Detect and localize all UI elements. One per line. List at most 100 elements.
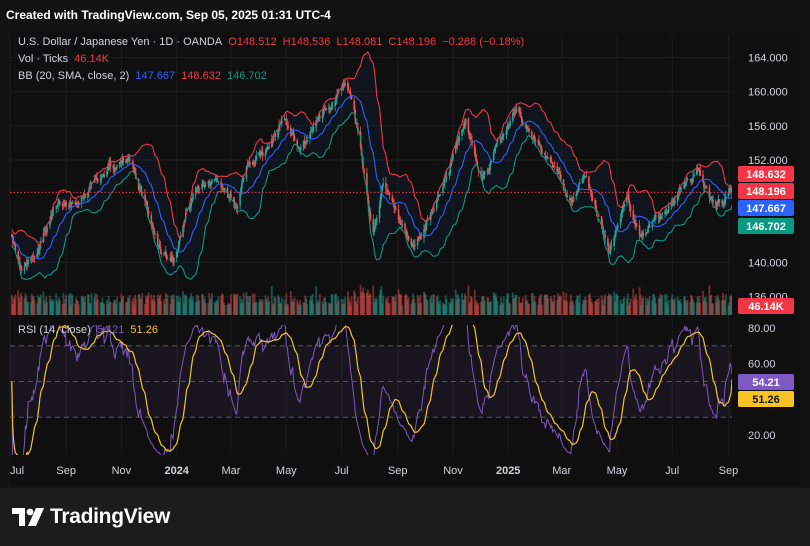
candle-body [577, 191, 579, 192]
price-tick-label: 164.000 [748, 53, 788, 65]
volume-bar [90, 293, 93, 315]
candle-body [348, 89, 350, 92]
candle-body [436, 196, 439, 202]
volume-bar [597, 297, 600, 315]
volume-bar [670, 298, 673, 315]
volume-bar [44, 303, 47, 315]
volume-bar [248, 295, 251, 315]
chart-panel[interactable] [10, 31, 800, 486]
volume-bar [83, 301, 86, 315]
volume-bar [665, 293, 668, 315]
volume-bar [317, 299, 319, 315]
volume-bar [414, 302, 416, 315]
volume-bar [432, 294, 434, 315]
candle-body [99, 178, 102, 181]
bb-basis-badge-box [738, 200, 794, 216]
candle-body [424, 228, 426, 230]
volume-bar [368, 293, 371, 315]
candle-body [252, 162, 255, 164]
rsi-line [11, 325, 732, 455]
candle-body [156, 233, 159, 245]
volume-bar [400, 294, 403, 315]
volume-bar [473, 290, 476, 315]
footer-bar [0, 488, 810, 546]
candle-body [265, 148, 268, 153]
bollinger-upper-line [11, 51, 732, 246]
candle-body [556, 166, 558, 173]
candle-body [685, 181, 687, 183]
volume-bar [209, 300, 212, 315]
symbol-legend[interactable]: U.S. Dollar / Japanese Yen · 1D · OANDA … [18, 36, 527, 48]
volume-bar [64, 298, 67, 315]
candle-body [519, 112, 521, 114]
candle-body [368, 207, 371, 212]
volume-bar [492, 292, 495, 315]
volume-bar [229, 304, 231, 315]
volume-bar [128, 295, 131, 315]
candle-body [691, 180, 693, 183]
candle-body [64, 202, 67, 205]
candle-body [312, 127, 315, 131]
volume-bar [107, 296, 110, 315]
volume-bar [590, 302, 593, 315]
candle-body [629, 205, 632, 212]
candle-body [183, 222, 185, 227]
volume-bar [569, 294, 572, 315]
tradingview-logo[interactable]: TradingView [12, 505, 170, 529]
candle-body [696, 167, 699, 170]
candle-body [290, 132, 293, 136]
candle-body [398, 218, 401, 221]
volume-legend[interactable]: Vol · Ticks 46.14K [18, 53, 112, 65]
candle-body [306, 139, 308, 143]
candle-body [473, 144, 476, 154]
candle-body [496, 139, 499, 143]
volume-bar [132, 297, 135, 315]
rsi-ma-badge-box [738, 391, 794, 407]
volume-bar [678, 300, 681, 315]
candle-body [411, 245, 413, 247]
volume-bar [417, 297, 420, 315]
candle-body [716, 202, 719, 206]
candle-body [310, 131, 312, 133]
volume-bar [455, 300, 458, 315]
volume-bar [659, 293, 662, 315]
volume-bar [703, 297, 706, 315]
volume-bar [461, 293, 463, 315]
bb-legend[interactable]: BB (20, SMA, close, 2) 147.667 148.632 1… [18, 70, 270, 82]
candle-body [653, 217, 655, 220]
candle-body [712, 199, 714, 203]
volume-bar [679, 299, 682, 315]
candle-body [340, 87, 343, 91]
candle-body [113, 167, 115, 171]
candle-body [108, 161, 111, 165]
volume-bar [657, 297, 660, 315]
volume-bar [74, 303, 77, 315]
volume-bar [730, 296, 732, 315]
volume-bar [271, 303, 274, 315]
candle-body [367, 200, 370, 208]
volume-bar [202, 294, 204, 315]
candle-body [277, 129, 279, 138]
candle-body [343, 83, 346, 86]
volume-bar [450, 298, 453, 315]
price-tick-label: 156.000 [748, 121, 788, 133]
volume-bar [392, 297, 395, 315]
candle-body [173, 258, 175, 262]
candle-body [704, 187, 706, 188]
candle-body [71, 202, 74, 204]
candle-body [454, 144, 457, 153]
rsi-legend[interactable]: RSI (14, close) 54.21 51.26 [18, 324, 161, 336]
volume-bar [666, 304, 669, 315]
volume-bar [266, 302, 269, 315]
volume-bar [36, 303, 39, 315]
volume-bar [443, 303, 445, 315]
candle-body [229, 194, 231, 196]
candle-body [455, 144, 458, 146]
volume-bar [260, 299, 262, 315]
volume-bar [490, 300, 492, 315]
volume-bar [468, 303, 471, 315]
candle-body [114, 171, 116, 172]
candle-body [482, 174, 484, 181]
candle-body [344, 83, 346, 86]
